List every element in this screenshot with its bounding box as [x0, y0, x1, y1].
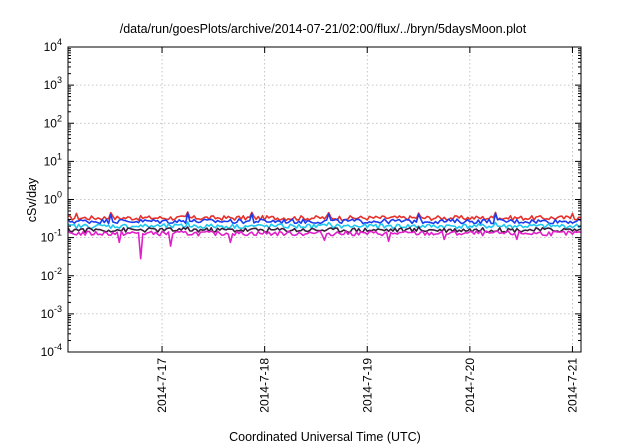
x-tick-label: 2014-7-17	[155, 358, 169, 413]
y-tick-label: 10-2	[41, 266, 62, 283]
series-line	[67, 211, 582, 222]
x-tick-label: 2014-7-19	[360, 358, 374, 413]
grid-layer	[68, 47, 581, 352]
y-tick-label: 101	[44, 151, 62, 168]
series-line	[67, 226, 582, 234]
x-tick-label: 2014-7-21	[565, 358, 579, 413]
x-axis-label: Coordinated Universal Time (UTC)	[229, 430, 421, 444]
y-tick-label: 10-1	[41, 228, 62, 245]
y-tick-label: 103	[44, 75, 62, 92]
y-tick-label: 100	[44, 190, 62, 207]
series-line	[67, 230, 582, 260]
x-tick-label: 2014-7-18	[258, 358, 272, 413]
y-axis-label: cSv/day	[25, 177, 39, 222]
chart-title: /data/run/goesPlots/archive/2014-07-21/0…	[120, 22, 527, 36]
y-tick-label: 102	[44, 113, 62, 130]
y-tick-label: 10-3	[41, 304, 62, 321]
y-tick-label: 104	[44, 37, 62, 54]
y-tick-label: 10-4	[41, 342, 62, 359]
series-line	[67, 221, 582, 230]
series-layer	[67, 211, 582, 260]
tick-layer: 10-4 10-3 10-2 10-1 100 101 102 103 104 2014-7-17…	[41, 37, 581, 413]
series-line	[67, 212, 582, 225]
x-tick-label: 2014-7-20	[463, 358, 477, 413]
